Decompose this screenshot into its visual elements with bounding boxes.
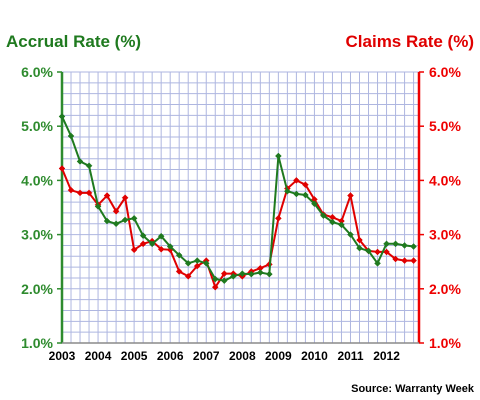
claims-rate-point: [76, 189, 84, 197]
claims-rate-point: [356, 236, 363, 244]
claims-rate-point: [410, 257, 417, 264]
accrual-rate-point: [67, 132, 75, 140]
accrual-rate-point: [166, 243, 174, 250]
accrual-rate-point: [220, 277, 228, 285]
accrual-rate-point: [238, 270, 246, 277]
right-y-tick-label: 1.0%: [429, 335, 461, 351]
right-axis-title: Claims Rate (%): [346, 32, 474, 51]
claims-rate-point: [184, 272, 192, 280]
left-y-tick-label: 4.0%: [21, 172, 53, 188]
accrual-rate-point: [130, 214, 138, 222]
x-tick-label: 2012: [373, 349, 400, 363]
claims-rate-point: [401, 257, 408, 264]
x-tick-label: 2006: [157, 349, 184, 363]
claims-rate-point: [175, 268, 183, 275]
accrual-rate-point: [148, 240, 156, 248]
accrual-rate-point: [329, 218, 336, 226]
accrual-rate-point: [139, 232, 147, 240]
accrual-rate-point: [103, 217, 111, 225]
source-note: Source: Warranty Week: [351, 383, 475, 395]
accrual-rate-point: [229, 272, 237, 280]
left-y-tick-label: 3.0%: [21, 227, 53, 243]
right-y-tick-label: 3.0%: [429, 227, 461, 243]
accrual-rate-point: [302, 191, 309, 199]
grid-lines: [61, 71, 419, 344]
accrual-rate-point: [347, 231, 354, 238]
accrual-rate-point: [320, 212, 327, 219]
plot-area: [62, 72, 419, 343]
claims-rate-point: [383, 248, 390, 256]
accrual-rate-point: [410, 243, 417, 250]
left-y-tick-label: 2.0%: [21, 281, 53, 297]
x-tick-label: 2010: [301, 349, 328, 363]
claims-rate-point: [392, 255, 399, 263]
accrual-rate-point: [184, 259, 192, 267]
accrual-rate-point: [121, 216, 129, 224]
accrual-rate-point: [365, 247, 372, 255]
accrual-rate-point: [338, 221, 345, 229]
claims-rate-point: [193, 262, 201, 270]
accrual-rate-point: [157, 232, 165, 240]
accrual-rate-point: [256, 269, 264, 276]
claims-rate-point: [275, 214, 282, 222]
claims-rate-point: [347, 192, 354, 199]
accrual-rate-point: [401, 242, 408, 249]
accrual-rate-point: [392, 240, 399, 248]
accrual-rate-point: [311, 200, 318, 208]
x-tick-label: 2008: [229, 349, 256, 363]
claims-rate-point: [112, 207, 120, 215]
accrual-rate-point: [374, 259, 381, 267]
claims-rate-point: [139, 240, 147, 248]
claims-rate-point: [58, 165, 66, 172]
accrual-rate-point: [356, 244, 363, 252]
x-tick-label: 2005: [121, 349, 148, 363]
accrual-rate-point: [383, 240, 390, 248]
x-tick-label: 2004: [85, 349, 112, 363]
accrual-rate-point: [76, 158, 84, 165]
accrual-rate-point: [211, 275, 219, 283]
left-axis-title: Accrual Rate (%): [6, 32, 141, 51]
right-y-tick-label: 6.0%: [429, 64, 461, 80]
accrual-rate-point: [112, 220, 120, 228]
accrual-rate-point: [293, 190, 300, 198]
right-y-tick-label: 2.0%: [429, 281, 461, 297]
series: [58, 113, 417, 291]
x-tick-label: 2007: [193, 349, 220, 363]
right-y-tick-label: 4.0%: [429, 172, 461, 188]
accrual-rate-line: [61, 115, 414, 282]
claims-rate-point: [85, 189, 93, 197]
right-y-tick-label: 5.0%: [429, 118, 461, 134]
accrual-rate-point: [58, 113, 66, 120]
claims-rate-point: [211, 283, 219, 291]
left-y-tick-label: 1.0%: [21, 335, 53, 351]
claims-rate-point: [157, 245, 165, 253]
claims-rate-point: [121, 194, 129, 202]
claims-rate-point: [293, 177, 300, 184]
claims-rate-point: [302, 181, 309, 189]
left-y-tick-label: 5.0%: [21, 118, 53, 134]
x-tick-label: 2003: [49, 349, 76, 363]
x-tick-label: 2009: [265, 349, 292, 363]
accrual-rate-point: [94, 203, 102, 210]
accrual-rate-point: [85, 162, 93, 170]
claims-rate-point: [103, 192, 111, 199]
claims-rate-point: [374, 248, 381, 256]
claims-rate-point: [130, 246, 138, 254]
accrual-rate-point: [247, 270, 255, 278]
tick-labels: 1.0% 1.0% 2.0% 2.0% 3.0% 3.0% 4.0% 4.0% 5.0% 5.0%…: [21, 64, 461, 363]
claims-rate-point: [220, 270, 228, 277]
x-tick-label: 2011: [337, 349, 363, 363]
accrual-rate-point: [175, 251, 183, 259]
accrual-rate-point: [193, 257, 201, 264]
left-y-tick-label: 6.0%: [21, 64, 53, 80]
accrual-rate-point: [202, 259, 210, 267]
claims-rate-point: [67, 186, 75, 194]
accrual-rate-point: [284, 187, 291, 195]
accrual-rate-point: [265, 270, 273, 278]
accrual-rate-point: [275, 152, 282, 160]
